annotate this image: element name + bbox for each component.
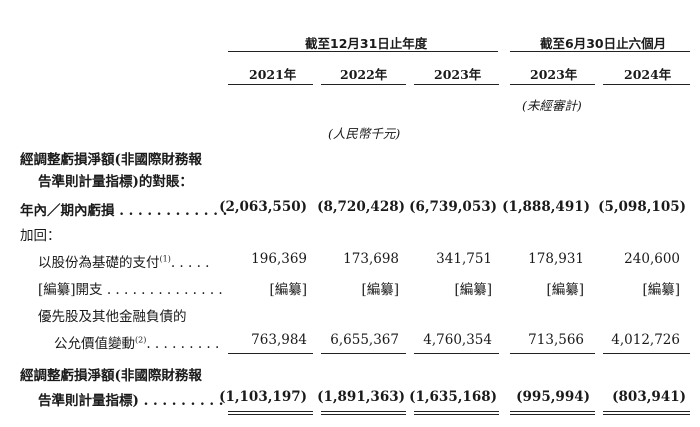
total-value-2021: (1,103,197) (219, 389, 307, 405)
year-rule-4 (510, 84, 595, 85)
subtotal-rule-1 (228, 353, 313, 354)
year-rule-2 (321, 84, 406, 85)
sbc-dots: . . . . . (170, 255, 210, 271)
sbc-footnote: (1) (159, 254, 171, 264)
sbc-label-text: 以股份為基礎的支付 (38, 255, 160, 271)
sbc-value-2024-h1: 240,600 (624, 251, 680, 267)
year-rule-3 (414, 84, 499, 85)
total-double-rule-1 (228, 411, 313, 415)
total-double-rule-5 (603, 411, 690, 415)
sbc-label: 以股份為基礎的支付(1). . . . . (38, 251, 209, 271)
fv-value-2021: 763,984 (251, 332, 307, 348)
total-label-line2: 告準則計量指標) . . . . . . . . . (38, 393, 224, 409)
year-header-2023: 2023年 (434, 67, 482, 82)
total-double-rule-4 (510, 411, 595, 415)
section-title-line1: 經調整虧損淨額(非國際財務報 (20, 152, 202, 168)
fv-value-2022: 6,655,367 (330, 332, 399, 348)
total-double-rule-3 (414, 411, 499, 415)
redacted-value-2023-h1: [編纂] (546, 282, 584, 298)
fv-dots: . . . . . . . . . (146, 336, 220, 352)
sbc-value-2023: 341,751 (436, 251, 492, 267)
year-header-2022: 2022年 (340, 67, 388, 82)
total-value-2022: (1,891,363) (317, 389, 405, 405)
year-header-2023-h1: 2023年 (530, 67, 578, 82)
loss-value-2024-h1: (5,098,105) (598, 199, 686, 215)
total-value-2023: (1,635,168) (409, 389, 497, 405)
subtotal-rule-4 (510, 353, 595, 354)
subtotal-rule-3 (414, 353, 499, 354)
redacted-value-2022: [編纂] (361, 282, 399, 298)
loss-value-2023: (6,739,053) (409, 199, 497, 215)
year-header-2021: 2021年 (249, 67, 297, 82)
total-double-rule-2 (321, 411, 406, 415)
fv-value-2023: 4,760,354 (423, 332, 492, 348)
total-value-2023-h1: (995,994) (516, 389, 590, 405)
fv-value-2023-h1: 713,566 (528, 332, 584, 348)
fv-label: 公允價值變動(2). . . . . . . . . (54, 332, 219, 352)
year-rule-1 (228, 84, 313, 85)
fv-value-2024-h1: 4,012,726 (611, 332, 680, 348)
loss-label: 年內／期內虧損 . . . . . . . . . . . . (20, 203, 228, 219)
header-six-months: 截至6月30日止六個月 (540, 36, 667, 51)
redacted-value-2023: [編纂] (454, 282, 492, 298)
total-value-2024-h1: (803,941) (612, 389, 686, 405)
fv-footnote: (2) (135, 335, 147, 345)
total-label-line1: 經調整虧損淨額(非國際財務報 (20, 368, 202, 384)
sbc-value-2023-h1: 178,931 (528, 251, 584, 267)
year-header-2024-h1: 2024年 (624, 67, 672, 82)
header-rule-six-months (510, 51, 690, 52)
header-year-end: 截至12月31日止年度 (305, 36, 428, 51)
year-rule-5 (603, 84, 690, 85)
subtotal-rule-2 (321, 353, 406, 354)
header-rule-year-end (228, 51, 498, 52)
redacted-value-2024-h1: [編纂] (642, 282, 680, 298)
fv-label-line2: 公允價值變動 (54, 336, 135, 352)
sbc-value-2021: 196,369 (251, 251, 307, 267)
subtotal-rule-5 (603, 353, 690, 354)
loss-value-2022: (8,720,428) (317, 199, 405, 215)
sbc-value-2022: 173,698 (343, 251, 399, 267)
fv-label-line1: 優先股及其他金融負債的 (38, 309, 187, 325)
currency-note: (人民幣千元) (328, 126, 401, 141)
redacted-value-2021: [編纂] (269, 282, 307, 298)
loss-value-2021: (2,063,550) (219, 199, 307, 215)
loss-value-2023-h1: (1,888,491) (502, 199, 590, 215)
section-title-line2: 告準則計量指標)的對賬： (38, 174, 193, 190)
unaudited-note: (未經審計) (522, 98, 582, 113)
add-back-label: 加回： (20, 228, 61, 244)
redacted-label: [編纂]開支 . . . . . . . . . . . . . . (38, 282, 223, 298)
